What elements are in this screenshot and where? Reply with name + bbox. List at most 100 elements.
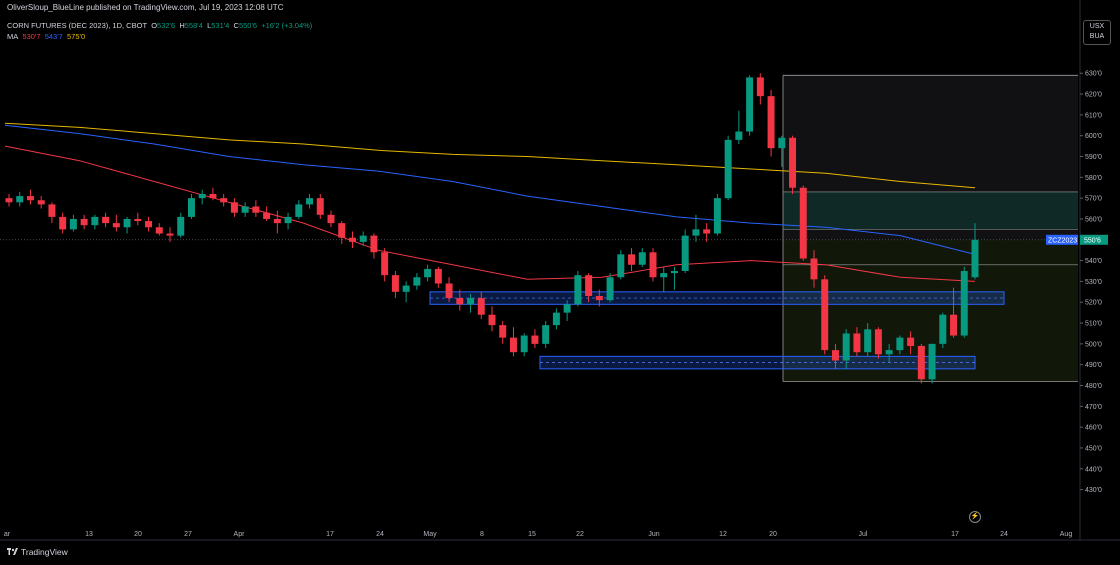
candle-body bbox=[102, 216, 110, 224]
candle-body bbox=[112, 223, 120, 228]
time-axis-label: ar bbox=[4, 531, 11, 538]
candle-body bbox=[263, 212, 271, 219]
low-value: 531'4 bbox=[211, 21, 230, 30]
time-axis-label: Aug bbox=[1060, 531, 1073, 538]
candle-body bbox=[885, 350, 893, 355]
candle-body bbox=[381, 252, 389, 276]
candle-body bbox=[874, 329, 882, 355]
candle-body bbox=[552, 312, 560, 326]
candle-body bbox=[284, 216, 292, 224]
price-axis-label: 450'0 bbox=[1085, 445, 1102, 452]
time-axis-label: 24 bbox=[1000, 531, 1008, 538]
candle-body bbox=[649, 252, 657, 278]
ma-blue-value: 543'7 bbox=[44, 32, 63, 41]
candle-body bbox=[960, 271, 968, 336]
ma-yellow-value: 575'0 bbox=[67, 32, 86, 41]
candle-body bbox=[316, 198, 324, 215]
candle-body bbox=[91, 216, 99, 226]
candle-body bbox=[509, 337, 517, 353]
lightning-icon[interactable]: ⚡ bbox=[969, 511, 981, 523]
change-value: +16'2 (+3.04%) bbox=[261, 21, 313, 30]
candle-body bbox=[252, 206, 260, 213]
time-axis-label: Jun bbox=[648, 531, 659, 538]
candle-body bbox=[434, 268, 442, 284]
candle-body bbox=[37, 200, 45, 205]
candle-body bbox=[456, 298, 464, 305]
candle-body bbox=[123, 218, 131, 228]
candle-body bbox=[542, 325, 550, 344]
candle-body bbox=[499, 325, 507, 338]
time-axis-label: 20 bbox=[769, 531, 777, 538]
candle-body bbox=[220, 198, 228, 203]
time-axis-label: 20 bbox=[134, 531, 142, 538]
candle-body bbox=[756, 77, 764, 97]
candle-body bbox=[563, 304, 571, 313]
price-axis-label: 570'0 bbox=[1085, 196, 1102, 203]
price-axis-label: 600'0 bbox=[1085, 133, 1102, 140]
time-axis-label: 12 bbox=[719, 531, 727, 538]
candle-body bbox=[842, 333, 850, 361]
price-axis-label: 460'0 bbox=[1085, 425, 1102, 432]
range-upper-area bbox=[783, 75, 1078, 240]
candle-body bbox=[445, 283, 453, 299]
candle-body bbox=[864, 329, 872, 353]
price-axis-label: 490'0 bbox=[1085, 362, 1102, 369]
time-axis-label: 17 bbox=[951, 531, 959, 538]
candle-body bbox=[209, 193, 217, 199]
currency-button[interactable]: USX BUA bbox=[1083, 20, 1111, 45]
candle-body bbox=[327, 214, 335, 224]
close-label: C bbox=[233, 21, 239, 30]
candle-body bbox=[338, 223, 346, 238]
candle-body bbox=[778, 137, 786, 149]
time-axis-label: 15 bbox=[528, 531, 536, 538]
candle-body bbox=[187, 198, 195, 217]
candle-body bbox=[681, 235, 689, 272]
candle-body bbox=[359, 235, 367, 242]
high-label: H bbox=[179, 21, 185, 30]
candle-body bbox=[971, 239, 979, 278]
candle-body bbox=[295, 204, 303, 217]
candle-body bbox=[692, 229, 700, 236]
price-tag-value: 550'6 bbox=[1084, 237, 1101, 244]
candle-body bbox=[155, 227, 163, 234]
candle-body bbox=[48, 204, 56, 217]
price-axis-label: 480'0 bbox=[1085, 383, 1102, 390]
symbol-legend[interactable]: CORN FUTURES (DEC 2023), 1D, CBOT O532'6… bbox=[7, 21, 312, 30]
candle-body bbox=[703, 229, 711, 234]
candle-body bbox=[670, 271, 678, 274]
ma-red-value: 530'7 bbox=[22, 32, 41, 41]
candle-body bbox=[241, 206, 249, 213]
price-tag-symbol-bg bbox=[1046, 234, 1078, 245]
tradingview-brand[interactable]: TradingView bbox=[7, 547, 68, 557]
time-axis-label: May bbox=[423, 531, 437, 538]
candle-body bbox=[273, 218, 281, 224]
candle-body bbox=[198, 193, 206, 199]
candle-body bbox=[574, 275, 582, 305]
candle-body bbox=[145, 221, 153, 228]
time-axis-label: 13 bbox=[85, 531, 93, 538]
time-axis-label: 17 bbox=[326, 531, 334, 538]
candle-body bbox=[402, 285, 410, 292]
candle-body bbox=[831, 350, 839, 361]
footer-brand-label: TradingView bbox=[21, 547, 68, 557]
price-axis-label: 430'0 bbox=[1085, 487, 1102, 494]
ma-label: MA bbox=[7, 32, 19, 41]
price-axis-label: 580'0 bbox=[1085, 175, 1102, 182]
candle-body bbox=[69, 218, 77, 230]
time-axis-label: Jul bbox=[859, 531, 868, 538]
price-axis-label: 540'0 bbox=[1085, 258, 1102, 265]
price-axis-label: 510'0 bbox=[1085, 321, 1102, 328]
candle-body bbox=[638, 252, 646, 265]
candle-body bbox=[928, 343, 936, 380]
price-tag-symbol: ZCZ2023 bbox=[1048, 237, 1077, 244]
time-axis-label: 24 bbox=[376, 531, 384, 538]
candle-body bbox=[939, 314, 947, 344]
candle-body bbox=[724, 139, 732, 199]
ma-legend[interactable]: MA 530'7 543'7 575'0 bbox=[7, 32, 85, 41]
low-label: L bbox=[207, 21, 212, 30]
candle-body bbox=[746, 77, 754, 132]
time-axis-label: 8 bbox=[480, 531, 484, 538]
candle-body bbox=[531, 335, 539, 344]
candle-body bbox=[467, 298, 475, 305]
